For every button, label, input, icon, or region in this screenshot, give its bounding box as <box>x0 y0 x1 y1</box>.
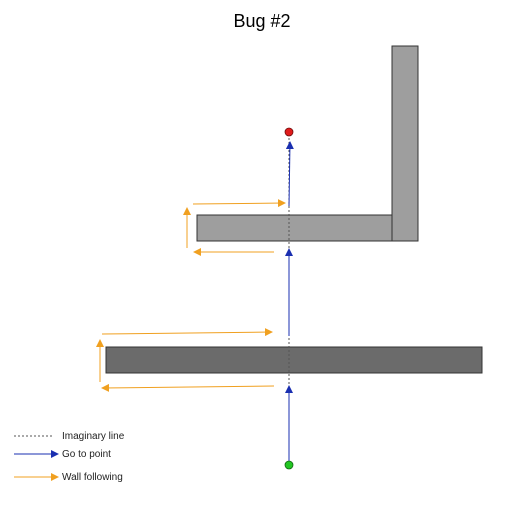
start-point <box>284 460 294 470</box>
wall-following-upper-top <box>192 199 286 208</box>
legend-wall-following-label: Wall following <box>62 472 123 483</box>
goal-point <box>284 127 294 137</box>
obstacle-vertical-wall <box>391 45 419 242</box>
obstacle-lower-wall <box>105 346 483 374</box>
legend: Imaginary line Go to point Wall followin… <box>14 431 125 483</box>
legend-go-to-point-label: Go to point <box>62 449 111 460</box>
wall-following-lower-bottom <box>101 383 275 392</box>
obstacle-upper-horizontal-wall <box>196 214 393 242</box>
wall-following-lower-top <box>101 328 273 337</box>
diagram-title: Bug #2 <box>233 11 290 31</box>
legend-imaginary-line-label: Imaginary line <box>62 431 125 442</box>
go-to-point-segment-3 <box>285 141 294 207</box>
